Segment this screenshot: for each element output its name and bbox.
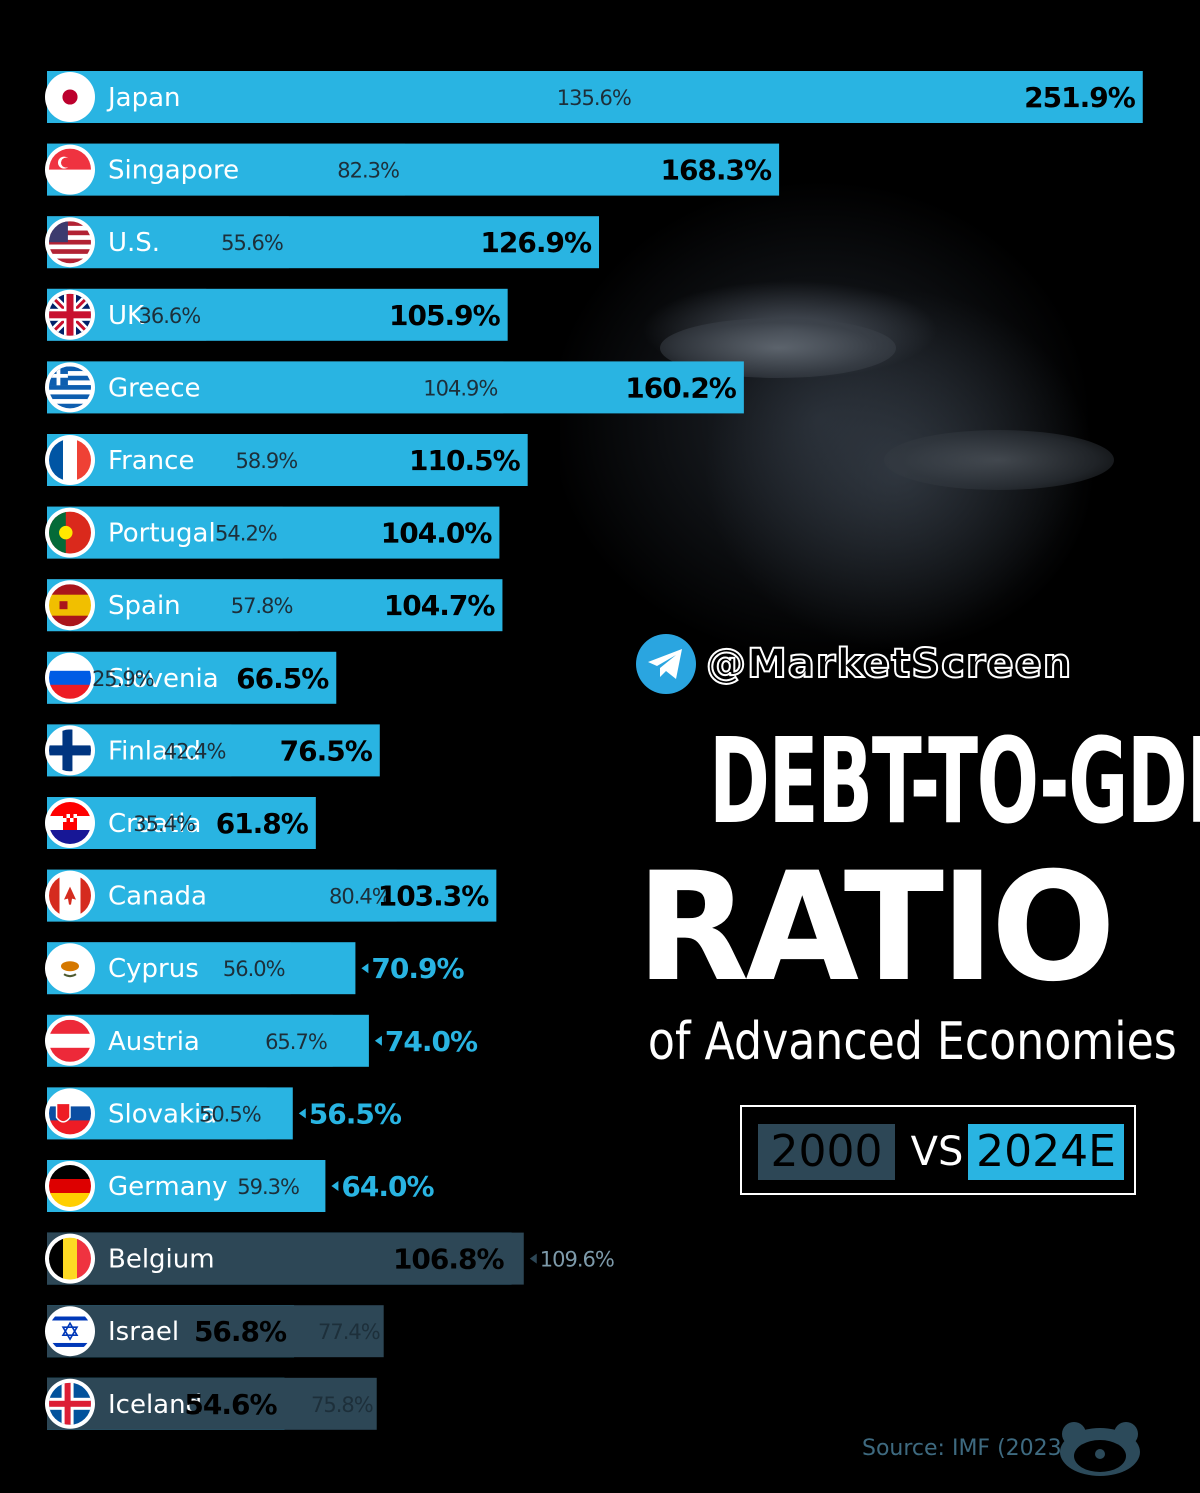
value-2024-uk: 105.9%	[389, 299, 501, 332]
value-2000-portugal: 54.2%	[215, 522, 277, 546]
arrow-2024-austria	[375, 1036, 382, 1046]
flag-icon-greece	[45, 362, 95, 412]
flag-icon-belgium	[45, 1234, 95, 1284]
country-label-singapore: Singapore	[108, 156, 239, 186]
value-2024-spain: 104.7%	[384, 589, 496, 622]
value-2000-uk: 36.6%	[138, 304, 200, 328]
value-2024-singapore: 168.3%	[660, 154, 772, 187]
country-label-israel: Israel	[108, 1317, 179, 1347]
arrow-2024-cyprus	[361, 963, 368, 973]
arrow-2024-slovakia	[299, 1108, 306, 1118]
flag-icon-uk	[45, 290, 95, 340]
flag-icon-u-s	[45, 217, 95, 267]
value-2000-israel: 77.4%	[318, 1320, 380, 1344]
country-label-cyprus: Cyprus	[108, 954, 199, 984]
value-2024-greece: 160.2%	[625, 371, 737, 404]
value-2000-u-s: 55.6%	[221, 231, 283, 255]
value-2024-france: 110.5%	[409, 444, 521, 477]
legend: 2000 VS 2024E	[740, 1105, 1136, 1195]
country-label-belgium: Belgium	[108, 1245, 215, 1275]
value-2024-finland: 76.5%	[280, 734, 373, 767]
telegram-icon	[636, 634, 696, 694]
flag-icon-slovenia	[45, 653, 95, 703]
flag-icon-iceland	[45, 1379, 95, 1429]
country-label-france: France	[108, 446, 194, 476]
legend-vs: VS	[902, 1124, 972, 1180]
arrow-2000-belgium	[530, 1254, 537, 1264]
value-2000-cyprus: 56.0%	[223, 957, 285, 981]
flag-icon-cyprus	[45, 943, 95, 993]
value-2000-slovakia: 50.5%	[199, 1102, 261, 1126]
value-2024-iceland: 54.6%	[184, 1388, 277, 1421]
value-2024-slovakia: 56.5%	[309, 1097, 402, 1130]
title-line-2: RATIO	[613, 848, 1134, 1008]
value-2000-japan: 135.6%	[557, 86, 631, 110]
flag-icon-croatia	[45, 798, 95, 848]
handle-text: @MarketScreen	[706, 641, 1072, 687]
value-2024-japan: 251.9%	[1024, 81, 1136, 114]
marketscreen-logo-icon	[1058, 1418, 1142, 1478]
value-2000-france: 58.9%	[235, 449, 297, 473]
value-2000-croatia: 35.4%	[133, 812, 195, 836]
value-2024-u-s: 126.9%	[480, 226, 592, 259]
value-2024-belgium: 106.8%	[393, 1243, 505, 1276]
value-2000-germany: 59.3%	[237, 1175, 299, 1199]
country-label-japan: Japan	[106, 83, 181, 113]
value-2000-slovenia: 25.9%	[92, 667, 154, 691]
flag-icon-japan	[45, 72, 95, 122]
value-2024-austria: 74.0%	[385, 1025, 478, 1058]
country-label-portugal: Portugal	[108, 519, 216, 549]
value-2000-greece: 104.9%	[423, 376, 497, 400]
legend-2000: 2000	[758, 1124, 895, 1180]
value-2024-germany: 64.0%	[341, 1170, 434, 1203]
country-label-austria: Austria	[108, 1027, 200, 1057]
flag-icon-israel	[45, 1306, 95, 1356]
source-note: Source: IMF (2023)	[862, 1436, 1070, 1461]
flag-icon-germany	[45, 1161, 95, 1211]
value-2024-israel: 56.8%	[194, 1315, 287, 1348]
value-2000-singapore: 82.3%	[337, 159, 399, 183]
flag-icon-slovakia	[45, 1088, 95, 1138]
value-2000-austria: 65.7%	[265, 1030, 327, 1054]
arrow-2024-germany	[331, 1181, 338, 1191]
flag-icon-austria	[45, 1016, 95, 1066]
flag-icon-canada	[45, 871, 95, 921]
value-2024-portugal: 104.0%	[381, 517, 493, 550]
value-2024-croatia: 61.8%	[216, 807, 309, 840]
country-label-germany: Germany	[108, 1172, 228, 1202]
legend-2024e: 2024E	[968, 1124, 1124, 1180]
country-label-u-s: U.S.	[108, 228, 160, 258]
value-2024-cyprus: 70.9%	[371, 952, 464, 985]
country-label-spain: Spain	[108, 591, 181, 621]
flag-icon-portugal	[45, 508, 95, 558]
flag-icon-singapore	[45, 145, 95, 195]
value-2000-iceland: 75.8%	[311, 1393, 373, 1417]
value-2000-belgium: 109.6%	[540, 1248, 614, 1272]
telegram-handle[interactable]: @MarketScreen	[636, 634, 1072, 694]
country-label-canada: Canada	[108, 882, 207, 912]
country-label-greece: Greece	[108, 373, 201, 403]
value-2024-slovenia: 66.5%	[236, 662, 329, 695]
subtitle: of Advanced Economies	[648, 1012, 1100, 1072]
value-2000-spain: 57.8%	[231, 594, 293, 618]
value-2024-canada: 103.3%	[378, 880, 490, 913]
flag-icon-finland	[45, 725, 95, 775]
value-2000-finland: 42.4%	[164, 739, 226, 763]
flag-icon-france	[45, 435, 95, 485]
title-line-1: DEBT-TO-GDP	[709, 706, 1039, 856]
flag-icon-spain	[45, 580, 95, 630]
